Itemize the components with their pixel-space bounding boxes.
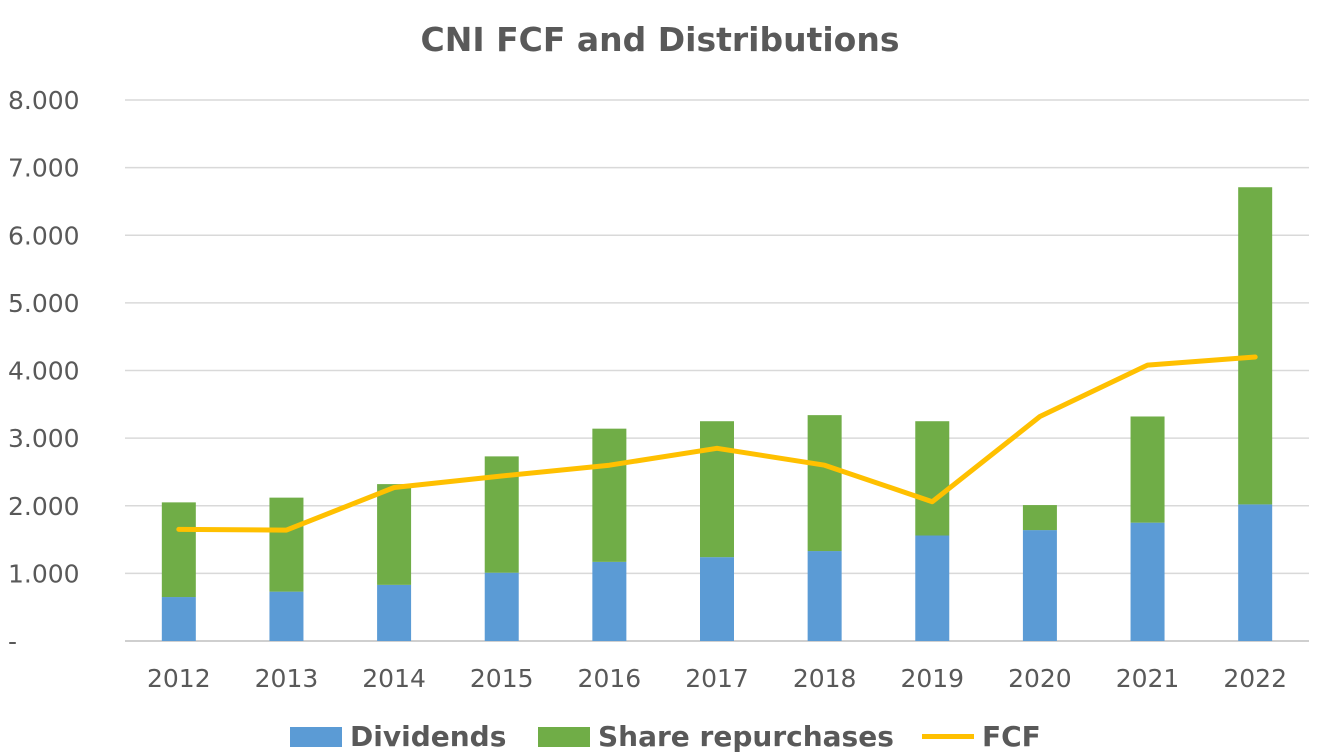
bar-share-repurchases — [269, 497, 304, 592]
x-axis-ticks: 2012 2013 2014 2015 2016 2017 2018 2019 2020 2021… — [147, 664, 1287, 693]
x-tick-label: 2021 — [1116, 664, 1180, 693]
bar-dividends — [700, 557, 734, 641]
y-axis-ticks: - 1.000 2.000 3.000 4.000 5.000 6.000 7.000 8.00… — [8, 86, 80, 656]
bar-dividends — [1022, 530, 1057, 641]
y-tick-label: 4.000 — [8, 357, 80, 386]
bar-dividends — [1130, 522, 1165, 641]
bar-dividends — [269, 591, 304, 641]
x-tick-label: 2016 — [578, 664, 642, 693]
legend-item-share-repurchases: Share repurchases — [538, 718, 894, 755]
legend-item-fcf: FCF — [922, 718, 1041, 755]
x-tick-label: 2020 — [1008, 664, 1072, 693]
bar-dividends — [1238, 504, 1273, 641]
bar-dividends — [592, 561, 627, 641]
legend-item-dividends: Dividends — [290, 718, 506, 755]
y-tick-label: 7.000 — [8, 154, 80, 183]
y-tick-label: 1.000 — [8, 559, 80, 588]
bar-share-repurchases — [807, 415, 842, 552]
x-tick-label: 2013 — [255, 664, 319, 693]
bar-dividends — [807, 551, 842, 641]
y-tick-label: 3.000 — [8, 424, 80, 453]
chart-plot: - 1.000 2.000 3.000 4.000 5.000 6.000 7.000 8.00… — [8, 86, 1309, 693]
bars — [161, 187, 1273, 641]
bar-dividends — [377, 584, 412, 641]
legend-swatch-dividends — [290, 726, 342, 747]
chart-title: CNI FCF and Distributions — [420, 20, 900, 59]
y-tick-label: 6.000 — [8, 221, 80, 250]
bar-share-repurchases — [1130, 416, 1165, 523]
x-tick-label: 2014 — [362, 664, 426, 693]
x-tick-label: 2022 — [1223, 664, 1287, 693]
bar-dividends — [161, 597, 196, 641]
x-tick-label: 2015 — [470, 664, 534, 693]
legend-label-share-repurchases: Share repurchases — [598, 720, 894, 753]
legend-swatch-share-repurchases — [538, 726, 590, 747]
bar-dividends — [484, 572, 519, 641]
bar-share-repurchases — [592, 428, 627, 562]
x-tick-label: 2018 — [793, 664, 857, 693]
y-tick-label: 8.000 — [8, 86, 80, 115]
bar-share-repurchases — [1022, 505, 1057, 531]
legend: Dividends Share repurchases FCF — [0, 718, 1329, 755]
legend-label-fcf: FCF — [982, 720, 1041, 753]
bar-share-repurchases — [700, 421, 734, 558]
y-tick-label: - — [8, 627, 17, 656]
bar-dividends — [915, 535, 950, 641]
y-tick-label: 2.000 — [8, 492, 80, 521]
legend-label-dividends: Dividends — [350, 720, 507, 753]
legend-line-fcf — [922, 734, 974, 739]
fcf-line-group — [176, 354, 1258, 533]
bar-share-repurchases — [377, 484, 412, 585]
bar-share-repurchases — [915, 421, 950, 536]
x-tick-label: 2012 — [147, 664, 211, 693]
x-tick-label: 2017 — [685, 664, 749, 693]
bar-share-repurchases — [161, 502, 196, 598]
y-tick-label: 5.000 — [8, 289, 80, 318]
x-tick-label: 2019 — [900, 664, 964, 693]
bar-share-repurchases — [1238, 187, 1273, 505]
